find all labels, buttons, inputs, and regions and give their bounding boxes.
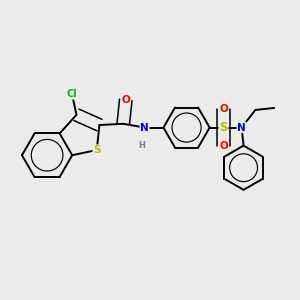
- Text: S: S: [93, 145, 100, 155]
- Text: O: O: [219, 141, 228, 151]
- Text: H: H: [139, 141, 145, 150]
- Text: Cl: Cl: [67, 89, 77, 99]
- Text: S: S: [219, 121, 228, 134]
- Text: O: O: [219, 104, 228, 115]
- Text: O: O: [122, 95, 130, 105]
- Text: N: N: [237, 122, 246, 133]
- Text: N: N: [140, 122, 149, 133]
